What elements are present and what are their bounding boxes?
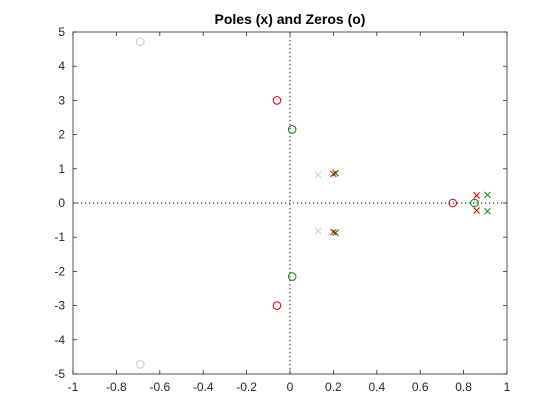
y-tick-label: 3 (58, 93, 65, 107)
x-tick-label: -0.8 (106, 380, 127, 394)
pole-marker (473, 199, 480, 207)
zero-marker (135, 37, 145, 46)
y-tick-label: -4 (54, 333, 65, 347)
pole-marker (473, 192, 480, 199)
x-tick-label: -0.4 (193, 380, 214, 394)
y-tick-label: 0 (58, 196, 65, 210)
y-tick-label: 5 (58, 25, 65, 39)
x-tick-label: 1 (504, 380, 511, 394)
pole-marker (473, 207, 480, 214)
y-tick-label: -2 (54, 264, 65, 278)
x-tick-label: 0.8 (455, 380, 472, 394)
pole-marker (314, 227, 322, 235)
zero-marker (135, 360, 145, 369)
y-tick-label: -5 (54, 367, 65, 381)
x-tick-label: -0.6 (149, 380, 170, 394)
pole-marker (484, 191, 491, 199)
y-tick-label: 1 (58, 162, 65, 176)
zero-marker (287, 125, 297, 134)
chart-title: Poles (x) and Zeros (o) (215, 11, 366, 27)
y-tick-label: -3 (54, 299, 65, 313)
x-tick-label: 0 (287, 380, 294, 394)
x-tick-label: -1 (68, 380, 79, 394)
plot-area: -1 -0.8 -0.6 -0.4 -0.2 0 0.2 0.4 0.6 0.8 1 -5 -4 -3 -2… (54, 25, 510, 394)
zero-marker (272, 301, 282, 310)
zero-marker (272, 96, 282, 105)
pole-marker (332, 169, 339, 177)
pole-marker (330, 170, 337, 178)
x-tick-label: 0.2 (325, 380, 342, 394)
x-tick-label: 0.6 (412, 380, 429, 394)
pole-marker (330, 228, 337, 236)
zero-marker (448, 198, 458, 208)
x-tick-label: 0.4 (368, 380, 385, 394)
pole-marker (332, 229, 339, 237)
pole-marker (484, 207, 491, 215)
y-tick-label: 4 (58, 59, 65, 73)
zero-marker (470, 198, 479, 208)
y-tick-label: 2 (58, 128, 65, 142)
pole-marker (314, 171, 322, 179)
zero-marker (287, 272, 297, 281)
y-tick-label: -1 (54, 230, 65, 244)
x-tick-label: -0.2 (236, 380, 257, 394)
